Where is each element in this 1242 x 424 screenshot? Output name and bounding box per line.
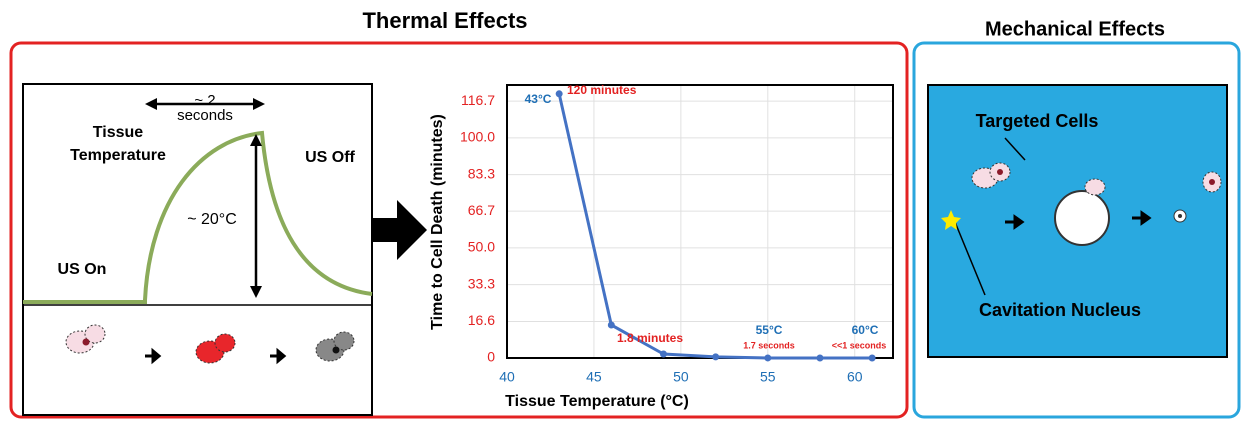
nucleus-label: Cavitation Nucleus (979, 300, 1141, 320)
point (868, 354, 876, 362)
big-arrow (372, 200, 427, 260)
point (555, 90, 563, 98)
cavitation-drawing (941, 137, 1222, 296)
thermal-panel (9, 41, 909, 419)
y-axis-title: Time to Cell Death (minutes) (429, 114, 446, 330)
point (764, 354, 772, 362)
targeted-label: Targeted Cells (976, 111, 1099, 131)
heading: Thermal Effects (362, 8, 527, 33)
us-on: US On (58, 261, 107, 278)
y-tick-label: 66.7 (468, 202, 495, 218)
duration: ~ 2 (194, 92, 215, 109)
curve-label: Temperature (70, 147, 166, 164)
arrows (145, 98, 265, 298)
y-tick-label: 16.6 (468, 312, 495, 328)
annotation: 120 minutes (567, 83, 637, 97)
point (712, 353, 720, 361)
x-tick-label: 40 (499, 369, 515, 385)
mechanical-panel (912, 41, 1241, 419)
annotation: 1.7 seconds (743, 340, 795, 350)
x-tick-label: 60 (847, 369, 863, 385)
y-tick-label: 33.3 (468, 275, 495, 291)
y-tick-label: 0 (487, 349, 495, 365)
y-tick-label: 116.7 (461, 92, 495, 108)
y-tick-label: 100.0 (460, 129, 495, 145)
point (659, 350, 667, 358)
x-axis-title: Tissue Temperature (°C) (505, 393, 689, 410)
temperature-curve (23, 130, 373, 304)
curve-label: Tissue (93, 124, 144, 141)
heading: Mechanical Effects (985, 18, 1165, 40)
us-off: US Off (305, 149, 355, 166)
y-tick-label: 50.0 (468, 239, 495, 255)
x-tick-label: 45 (586, 369, 602, 385)
duration-unit: seconds (177, 107, 233, 124)
x-tick-label: 50 (673, 369, 689, 385)
annotation: <<1 seconds (832, 340, 887, 350)
annotation: 60°C (852, 323, 879, 337)
annotation: 1.8 minutes (617, 331, 683, 345)
plot-frame (506, 84, 894, 359)
y-tick-label: 83.3 (468, 165, 495, 181)
x-tick-label: 55 (760, 369, 776, 385)
annotation: 55°C (756, 323, 783, 337)
annotation: 43°C (525, 92, 552, 106)
rise: ~ 20°C (187, 211, 237, 228)
point (607, 321, 615, 329)
point (816, 354, 824, 362)
cell-sequence (65, 324, 355, 365)
diagram-box (22, 83, 373, 416)
plot-area (507, 85, 893, 358)
